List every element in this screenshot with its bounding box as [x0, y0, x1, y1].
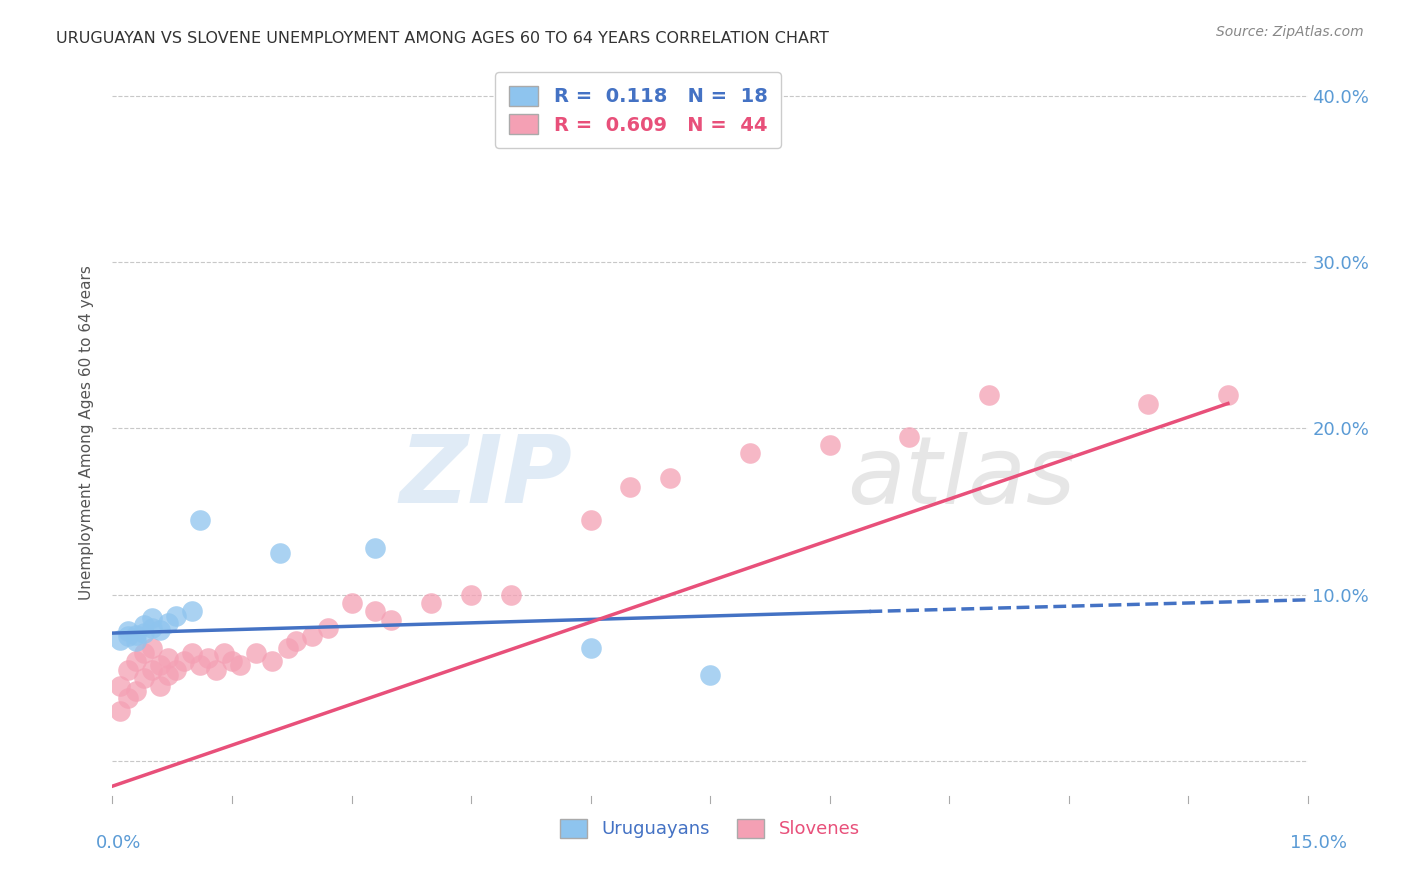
Point: [125, 654, 148, 668]
Point: [818, 438, 841, 452]
Text: ZIP: ZIP: [399, 431, 572, 523]
Point: [212, 646, 235, 660]
Point: [125, 634, 148, 648]
Point: [141, 621, 163, 635]
Point: [380, 613, 402, 627]
Text: URUGUAYAN VS SLOVENE UNEMPLOYMENT AMONG AGES 60 TO 64 YEARS CORRELATION CHART: URUGUAYAN VS SLOVENE UNEMPLOYMENT AMONG …: [56, 31, 830, 46]
Point: [499, 588, 522, 602]
Point: [110, 704, 132, 718]
Point: [977, 388, 1000, 402]
Point: [149, 623, 172, 637]
Point: [301, 629, 323, 643]
Point: [579, 641, 602, 656]
Point: [134, 671, 156, 685]
Point: [110, 679, 132, 693]
Point: [157, 616, 180, 631]
Point: [205, 663, 228, 677]
Point: [125, 684, 148, 698]
Point: [181, 646, 204, 660]
Point: [460, 588, 482, 602]
Point: [659, 471, 682, 485]
Legend: Uruguayans, Slovenes: Uruguayans, Slovenes: [550, 808, 870, 849]
Point: [188, 657, 211, 672]
Point: [173, 654, 195, 668]
Point: [165, 663, 187, 677]
Point: [134, 646, 156, 660]
Point: [738, 446, 761, 460]
Point: [269, 546, 291, 560]
Point: [420, 596, 443, 610]
Text: Source: ZipAtlas.com: Source: ZipAtlas.com: [1216, 25, 1364, 39]
Point: [117, 663, 139, 677]
Point: [245, 646, 267, 660]
Point: [134, 617, 156, 632]
Point: [110, 632, 132, 647]
Point: [197, 651, 219, 665]
Point: [141, 663, 163, 677]
Point: [619, 480, 641, 494]
Point: [340, 596, 363, 610]
Point: [188, 513, 211, 527]
Point: [229, 657, 252, 672]
Y-axis label: Unemployment Among Ages 60 to 64 years: Unemployment Among Ages 60 to 64 years: [79, 265, 94, 600]
Point: [141, 641, 163, 656]
Point: [157, 667, 180, 681]
Point: [125, 628, 148, 642]
Point: [364, 541, 387, 556]
Point: [364, 605, 387, 619]
Text: atlas: atlas: [848, 432, 1076, 523]
Point: [165, 609, 187, 624]
Point: [149, 679, 172, 693]
Point: [260, 654, 283, 668]
Point: [141, 611, 163, 625]
Text: 15.0%: 15.0%: [1289, 834, 1347, 852]
Point: [157, 651, 180, 665]
Point: [134, 626, 156, 640]
Point: [277, 641, 299, 656]
Point: [1216, 388, 1239, 402]
Point: [221, 654, 243, 668]
Point: [117, 629, 139, 643]
Point: [149, 657, 172, 672]
Point: [181, 605, 204, 619]
Point: [699, 667, 721, 681]
Point: [316, 621, 339, 635]
Text: 0.0%: 0.0%: [96, 834, 141, 852]
Point: [1137, 396, 1160, 410]
Point: [117, 690, 139, 705]
Point: [579, 513, 602, 527]
Point: [117, 624, 139, 639]
Point: [284, 634, 307, 648]
Point: [898, 430, 921, 444]
